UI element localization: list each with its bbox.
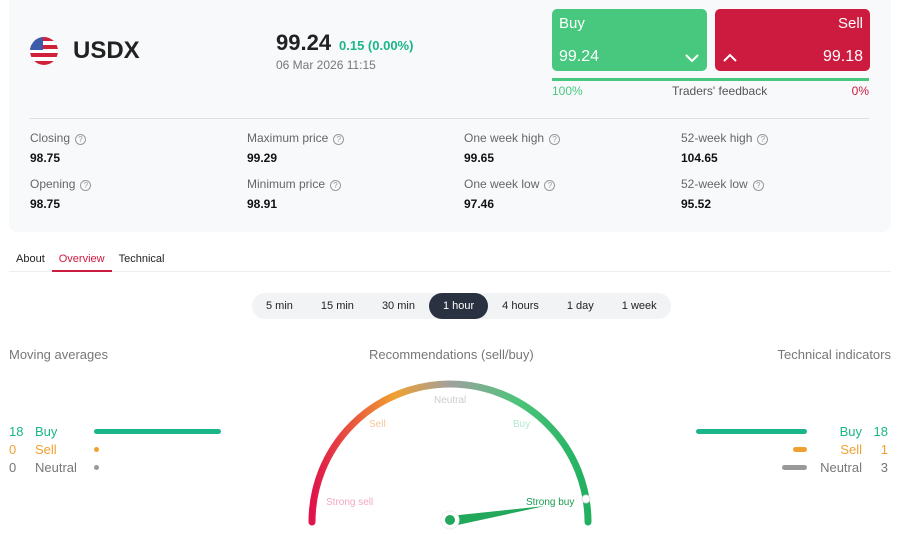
price-datetime: 06 Mar 2026 11:15 [276,58,376,72]
stat-label: 52-week low [681,177,748,191]
timeframe-1day[interactable]: 1 day [566,300,594,312]
timeframe-5min[interactable]: 5 min [266,300,293,312]
gauge-label-sell: Sell [369,419,386,430]
gauge-marker [581,494,591,504]
timeframe-15min[interactable]: 15 min [320,300,354,312]
ma-neutral-count: 0 [9,460,17,475]
gauge-needle [450,506,545,526]
sell-label: Sell [837,15,863,32]
gauge-needle-hub [445,515,455,525]
help-icon[interactable]: ? [80,180,92,191]
sell-price: 99.18 [822,48,863,65]
stat-closing: Closing? 98.75 [30,131,87,165]
ma-neutral-bar [94,465,99,470]
ti-neutral-label: Neutral [820,460,862,475]
ti-buy-count: 18 [873,424,888,439]
ti-sell-label: Sell [840,442,862,457]
timeframe-30min[interactable]: 30 min [381,300,415,312]
stat-52-week-high: 52-week high? 104.65 [681,131,769,165]
stat-label: 52-week high [681,131,753,145]
stat-value: 98.91 [247,197,278,211]
ti-neutral-count: 3 [880,460,888,475]
stat-value: 99.65 [464,151,495,165]
buy-button[interactable]: Buy 99.24 [552,9,707,71]
feedback-sell-pct: 0% [851,84,869,98]
sell-button[interactable]: Sell 99.18 [715,9,870,71]
ma-sell-bar [94,447,99,452]
timeframe-selector: 5 min 15 min 30 min 1 hour 4 hours 1 day… [252,293,671,319]
help-icon[interactable]: ? [333,134,345,145]
ma-neutral-label: Neutral [35,460,77,475]
chevron-up-icon [723,53,737,62]
technical-indicators-title: Technical indicators [777,347,891,362]
gauge-title: Recommendations (sell/buy) [369,347,534,362]
stat-value: 95.52 [681,197,712,211]
moving-averages-title: Moving averages [9,347,108,362]
ti-sell-bar [793,447,807,452]
timeframe-1week[interactable]: 1 week [621,300,657,312]
buy-label: Buy [559,15,585,32]
feedback-label: Traders' feedback [672,84,768,98]
ma-buy-label: Buy [35,424,58,439]
help-icon[interactable]: ? [330,180,342,191]
us-flag-icon [30,37,58,65]
stat-one-week-low: One week low? 97.46 [464,177,556,211]
stat-opening: Opening? 98.75 [30,177,92,211]
stat-value: 99.29 [247,151,278,165]
help-icon[interactable]: ? [75,134,87,145]
symbol: USDX [73,37,140,64]
recommendation-gauge: Strong sell Sell Neutral Buy Strong buy [308,380,592,530]
help-icon[interactable]: ? [757,134,769,145]
help-icon[interactable]: ? [549,134,561,145]
feedback-buy-pct: 100% [552,84,583,98]
ti-sell-count: 1 [880,442,888,457]
stat-value: 97.46 [464,197,495,211]
ti-buy-bar [696,429,807,434]
tab-bar: About Overview Technical [9,251,891,272]
stat-label: One week high [464,131,545,145]
ti-neutral-bar [782,465,807,470]
price: 99.24 [276,30,332,55]
stat-label: One week low [464,177,540,191]
stat-value: 98.75 [30,151,61,165]
tab-overview[interactable]: Overview [51,251,112,272]
stat-label: Opening [30,177,76,191]
gauge-label-strong-buy: Strong buy [526,497,574,508]
gauge-label-buy: Buy [513,419,530,430]
stat-maximum-price: Maximum price? 99.29 [247,131,345,165]
timeframe-4hours[interactable]: 4 hours [502,300,539,312]
tab-about[interactable]: About [16,253,45,265]
technical-indicators-summary: Buy 18 Sell 1 Neutral 3 [820,424,888,478]
help-icon[interactable]: ? [544,180,556,191]
price-change: 0.15 (0.00%) [339,38,414,53]
timeframe-1hour[interactable]: 1 hour [428,293,489,319]
stat-value: 98.75 [30,197,61,211]
tab-technical[interactable]: Technical [118,253,165,265]
stat-label: Maximum price [247,131,329,145]
divider [30,118,869,119]
stat-52-week-low: 52-week low? 95.52 [681,177,764,211]
help-icon[interactable]: ? [752,180,764,191]
stat-label: Closing [30,131,71,145]
stat-value: 104.65 [681,151,718,165]
stat-label: Minimum price [247,177,326,191]
gauge-label-strong-sell: Strong sell [326,497,373,508]
ti-buy-label: Buy [839,424,862,439]
feedback-bar [552,78,869,81]
moving-averages-summary: 18 Buy 0 Sell 0 Neutral [9,424,77,478]
buy-price: 99.24 [559,48,600,65]
gauge-arc [308,380,592,526]
ma-buy-bar [94,429,221,434]
gauge-label-neutral: Neutral [434,395,466,406]
ma-sell-label: Sell [35,442,57,457]
ma-buy-count: 18 [9,424,24,439]
ma-sell-count: 0 [9,442,17,457]
chevron-down-icon [685,54,699,63]
stat-minimum-price: Minimum price? 98.91 [247,177,342,211]
stat-one-week-high: One week high? 99.65 [464,131,561,165]
